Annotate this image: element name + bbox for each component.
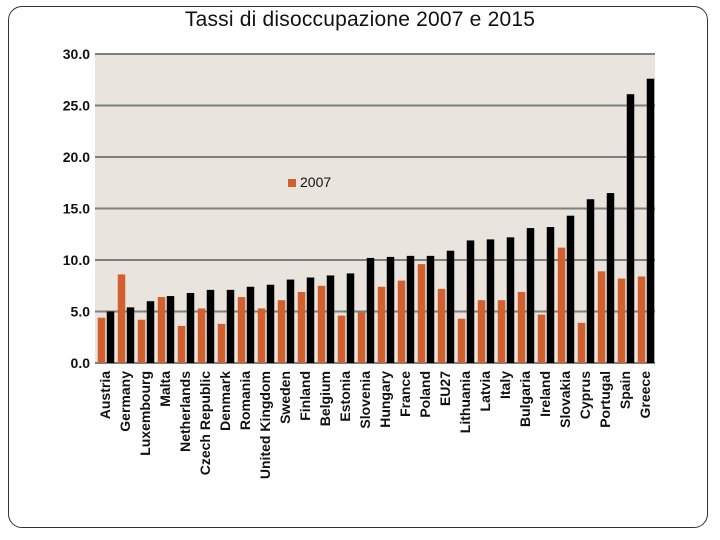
x-category-label: Slovenia bbox=[357, 371, 373, 429]
y-tick-label: 15.0 bbox=[63, 201, 90, 217]
bar-2007-united-kingdom bbox=[257, 308, 266, 363]
x-category-label: Latvia bbox=[477, 371, 493, 412]
legend-swatch-2007 bbox=[288, 179, 296, 187]
bar-series2-hungary bbox=[386, 256, 395, 363]
bar-series2-spain bbox=[626, 94, 635, 364]
bar-2007-sweden bbox=[277, 300, 286, 363]
bar-2007-malta bbox=[157, 297, 166, 363]
bar-2007-slovakia bbox=[557, 247, 566, 363]
bar-2007-belgium bbox=[317, 285, 326, 363]
bar-2007-czech-republic bbox=[197, 308, 206, 363]
x-category-label: EU27 bbox=[437, 371, 453, 406]
bar-2007-italy bbox=[497, 300, 506, 363]
bar-2007-greece bbox=[637, 276, 646, 363]
bar-series2-denmark bbox=[226, 289, 235, 363]
legend-label-2007: 2007 bbox=[300, 174, 331, 190]
bar-series2-czech-republic bbox=[206, 289, 215, 363]
bar-2007-germany bbox=[117, 274, 126, 363]
y-tick-label: 0.0 bbox=[71, 355, 91, 371]
bar-series2-italy bbox=[506, 237, 515, 363]
bar-series2-ireland bbox=[546, 227, 555, 363]
bar-series2-netherlands bbox=[186, 292, 195, 363]
bar-series2-greece bbox=[646, 78, 655, 363]
bar-2007-estonia bbox=[337, 315, 346, 363]
bar-2007-finland bbox=[297, 291, 306, 363]
bar-2007-luxembourg bbox=[137, 319, 146, 363]
bar-2007-slovenia bbox=[357, 312, 366, 363]
y-tick-label: 30.0 bbox=[63, 46, 90, 62]
bar-2007-lithuania bbox=[457, 318, 466, 363]
bar-2007-netherlands bbox=[177, 325, 186, 363]
bar-2007-ireland bbox=[537, 314, 546, 363]
bar-series2-poland bbox=[426, 255, 435, 363]
y-tick-label: 5.0 bbox=[71, 304, 91, 320]
bar-2007-austria bbox=[97, 317, 106, 363]
x-category-label: Spain bbox=[617, 371, 633, 409]
x-category-label: Bulgaria bbox=[517, 371, 533, 427]
bar-series2-finland bbox=[306, 277, 315, 363]
x-category-label: Netherlands bbox=[177, 371, 193, 452]
x-category-label: Malta bbox=[157, 371, 173, 407]
x-category-label: Czech Republic bbox=[197, 371, 213, 475]
bar-series2-latvia bbox=[486, 239, 495, 363]
x-category-label: Slovakia bbox=[557, 371, 573, 428]
x-category-label: France bbox=[397, 371, 413, 417]
bar-series2-lithuania bbox=[466, 240, 475, 363]
bar-series2-slovakia bbox=[566, 215, 575, 363]
bar-series2-bulgaria bbox=[526, 228, 535, 363]
bar-series2-germany bbox=[126, 307, 135, 363]
x-category-label: Hungary bbox=[377, 371, 393, 428]
bar-2007-spain bbox=[617, 278, 626, 363]
bar-series2-france bbox=[406, 255, 415, 363]
bar-series2-sweden bbox=[286, 279, 295, 363]
x-category-label: Luxembourg bbox=[137, 371, 153, 456]
x-category-label: Finland bbox=[297, 371, 313, 421]
x-category-label: Sweden bbox=[277, 371, 293, 424]
bar-series2-malta bbox=[166, 296, 175, 363]
x-category-label: Portugal bbox=[597, 371, 613, 428]
x-category-label: Romania bbox=[237, 371, 253, 430]
bar-series2-portugal bbox=[606, 193, 615, 363]
x-category-label: United Kingdom bbox=[257, 371, 273, 479]
y-tick-label: 20.0 bbox=[63, 149, 90, 165]
bar-2007-romania bbox=[237, 297, 246, 363]
x-category-label: Cyprus bbox=[577, 371, 593, 419]
bar-series2-eu27 bbox=[446, 250, 455, 363]
bar-2007-bulgaria bbox=[517, 291, 526, 363]
bar-2007-poland bbox=[417, 264, 426, 363]
x-category-label: Germany bbox=[117, 371, 133, 432]
bar-2007-cyprus bbox=[577, 322, 586, 363]
bar-series2-austria bbox=[106, 311, 115, 363]
x-category-label: Italy bbox=[497, 371, 513, 399]
bar-series2-slovenia bbox=[366, 257, 375, 363]
bar-series2-estonia bbox=[346, 273, 355, 363]
chart-title: Tassi di disoccupazione 2007 e 2015 bbox=[184, 8, 536, 31]
x-category-label: Lithuania bbox=[457, 371, 473, 433]
y-tick-label: 25.0 bbox=[63, 98, 90, 114]
x-category-label: Denmark bbox=[217, 371, 233, 431]
bar-series2-belgium bbox=[326, 275, 335, 363]
bar-2007-latvia bbox=[477, 300, 486, 363]
slide-frame bbox=[8, 6, 708, 528]
bar-series2-romania bbox=[246, 286, 255, 363]
bar-2007-france bbox=[397, 280, 406, 363]
x-category-label: Poland bbox=[417, 371, 433, 418]
x-category-label: Ireland bbox=[537, 371, 553, 417]
bar-2007-hungary bbox=[377, 286, 386, 363]
bar-2007-eu27 bbox=[437, 288, 446, 363]
bar-series2-united-kingdom bbox=[266, 284, 275, 363]
y-tick-label: 10.0 bbox=[63, 252, 90, 268]
bar-2007-portugal bbox=[597, 271, 606, 363]
x-category-label: Austria bbox=[97, 371, 113, 419]
bar-series2-cyprus bbox=[586, 199, 595, 363]
bar-2007-denmark bbox=[217, 323, 226, 363]
bar-series2-luxembourg bbox=[146, 301, 155, 363]
x-category-label: Greece bbox=[637, 371, 653, 419]
x-category-label: Estonia bbox=[337, 371, 353, 422]
x-category-label: Belgium bbox=[317, 371, 333, 426]
